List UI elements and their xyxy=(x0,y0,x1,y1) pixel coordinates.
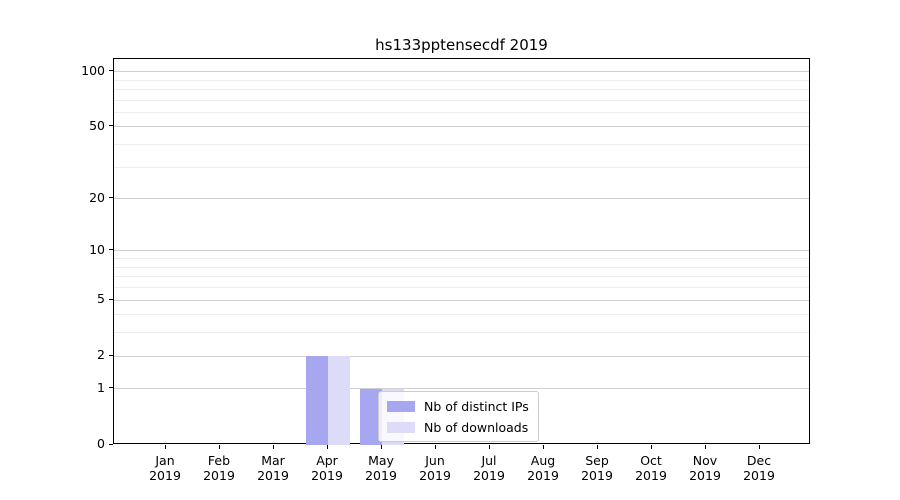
x-tick-label: Dec 2019 xyxy=(731,453,787,483)
minor-gridline xyxy=(114,266,809,268)
x-tick-year: 2019 xyxy=(311,468,343,483)
legend-label: Nb of distinct IPs xyxy=(424,398,529,414)
y-tick-label: 100 xyxy=(81,62,105,78)
legend: Nb of distinct IPs Nb of downloads xyxy=(378,391,539,442)
minor-gridline xyxy=(114,314,809,316)
legend-entry: Nb of downloads xyxy=(387,419,529,435)
y-tick-label: 50 xyxy=(89,117,105,133)
x-tick-label: Aug 2019 xyxy=(515,453,571,483)
major-gridline xyxy=(114,299,809,301)
x-tick-month: Jul xyxy=(481,453,497,468)
minor-gridline xyxy=(114,332,809,334)
y-tick-label: 0 xyxy=(97,436,105,451)
x-tick-mark xyxy=(489,445,490,449)
y-tick-mark xyxy=(109,387,113,389)
x-tick-mark xyxy=(273,445,274,449)
x-tick-label: Jan 2019 xyxy=(137,453,193,483)
x-tick-month: Oct xyxy=(640,453,662,468)
x-tick-label: May 2019 xyxy=(353,453,409,483)
bar-distinct-ips xyxy=(306,356,328,445)
x-tick-month: Feb xyxy=(207,453,231,468)
x-tick-year: 2019 xyxy=(743,468,775,483)
x-tick-mark xyxy=(165,445,166,449)
x-tick-label: Feb 2019 xyxy=(191,453,247,483)
x-tick-year: 2019 xyxy=(581,468,613,483)
bar-downloads xyxy=(328,356,350,445)
minor-gridline xyxy=(114,88,809,90)
gridlines-layer xyxy=(114,59,809,443)
x-tick-month: Jan xyxy=(155,453,175,468)
major-gridline xyxy=(114,126,809,128)
y-tick-mark xyxy=(109,443,113,445)
plot-area: Nb of distinct IPs Nb of downloads xyxy=(113,58,810,445)
x-tick-mark xyxy=(759,445,760,449)
legend-swatch xyxy=(387,421,415,433)
major-gridline xyxy=(114,198,809,200)
x-tick-year: 2019 xyxy=(419,468,451,483)
y-tick-label: 1 xyxy=(97,379,105,395)
x-tick-month: Mar xyxy=(261,453,285,468)
minor-gridline xyxy=(114,99,809,101)
y-tick-label: 2 xyxy=(97,347,105,363)
minor-gridline xyxy=(114,287,809,289)
legend-swatch xyxy=(387,400,415,412)
x-tick-label: Apr 2019 xyxy=(299,453,355,483)
x-tick-year: 2019 xyxy=(257,468,289,483)
x-tick-year: 2019 xyxy=(635,468,667,483)
x-tick-label: Mar 2019 xyxy=(245,453,301,483)
x-tick-month: Jun xyxy=(425,453,445,468)
y-tick-mark xyxy=(109,125,113,127)
y-tick-mark xyxy=(109,197,113,199)
bar-distinct-ips xyxy=(360,388,382,445)
x-tick-year: 2019 xyxy=(149,468,181,483)
legend-entry: Nb of distinct IPs xyxy=(387,398,529,414)
y-tick-mark xyxy=(109,298,113,300)
x-tick-year: 2019 xyxy=(365,468,397,483)
y-tick-mark xyxy=(109,354,113,356)
x-tick-mark xyxy=(543,445,544,449)
y-tick-mark xyxy=(109,70,113,72)
minor-gridline xyxy=(114,79,809,81)
x-tick-month: Apr xyxy=(316,453,338,468)
x-tick-year: 2019 xyxy=(527,468,559,483)
x-tick-month: May xyxy=(368,453,394,468)
x-tick-month: Sep xyxy=(585,453,609,468)
x-tick-mark xyxy=(381,445,382,449)
x-tick-mark xyxy=(435,445,436,449)
major-gridline xyxy=(114,355,809,357)
x-tick-label: Nov 2019 xyxy=(677,453,733,483)
x-tick-month: Dec xyxy=(746,453,772,468)
minor-gridline xyxy=(114,166,809,168)
x-tick-label: Jul 2019 xyxy=(461,453,517,483)
x-tick-month: Nov xyxy=(692,453,718,468)
x-tick-month: Aug xyxy=(530,453,556,468)
x-tick-label: Oct 2019 xyxy=(623,453,679,483)
x-tick-year: 2019 xyxy=(473,468,505,483)
major-gridline xyxy=(114,250,809,252)
x-tick-mark xyxy=(705,445,706,449)
x-tick-year: 2019 xyxy=(203,468,235,483)
major-gridline xyxy=(114,71,809,73)
y-tick-label: 10 xyxy=(89,241,105,257)
x-tick-mark xyxy=(219,445,220,449)
minor-gridline xyxy=(114,111,809,113)
minor-gridline xyxy=(114,258,809,260)
x-tick-label: Sep 2019 xyxy=(569,453,625,483)
x-tick-label: Jun 2019 xyxy=(407,453,463,483)
major-gridline xyxy=(114,388,809,390)
minor-gridline xyxy=(114,276,809,278)
y-tick-mark xyxy=(109,249,113,251)
y-tick-label: 5 xyxy=(97,291,105,307)
y-tick-label: 20 xyxy=(89,189,105,205)
x-tick-mark xyxy=(597,445,598,449)
x-tick-year: 2019 xyxy=(689,468,721,483)
bars-layer xyxy=(114,59,809,445)
x-tick-mark xyxy=(651,445,652,449)
x-tick-mark xyxy=(327,445,328,449)
legend-label: Nb of downloads xyxy=(424,419,529,435)
chart-title: hs133pptensecdf 2019 xyxy=(375,36,548,54)
minor-gridline xyxy=(114,144,809,146)
